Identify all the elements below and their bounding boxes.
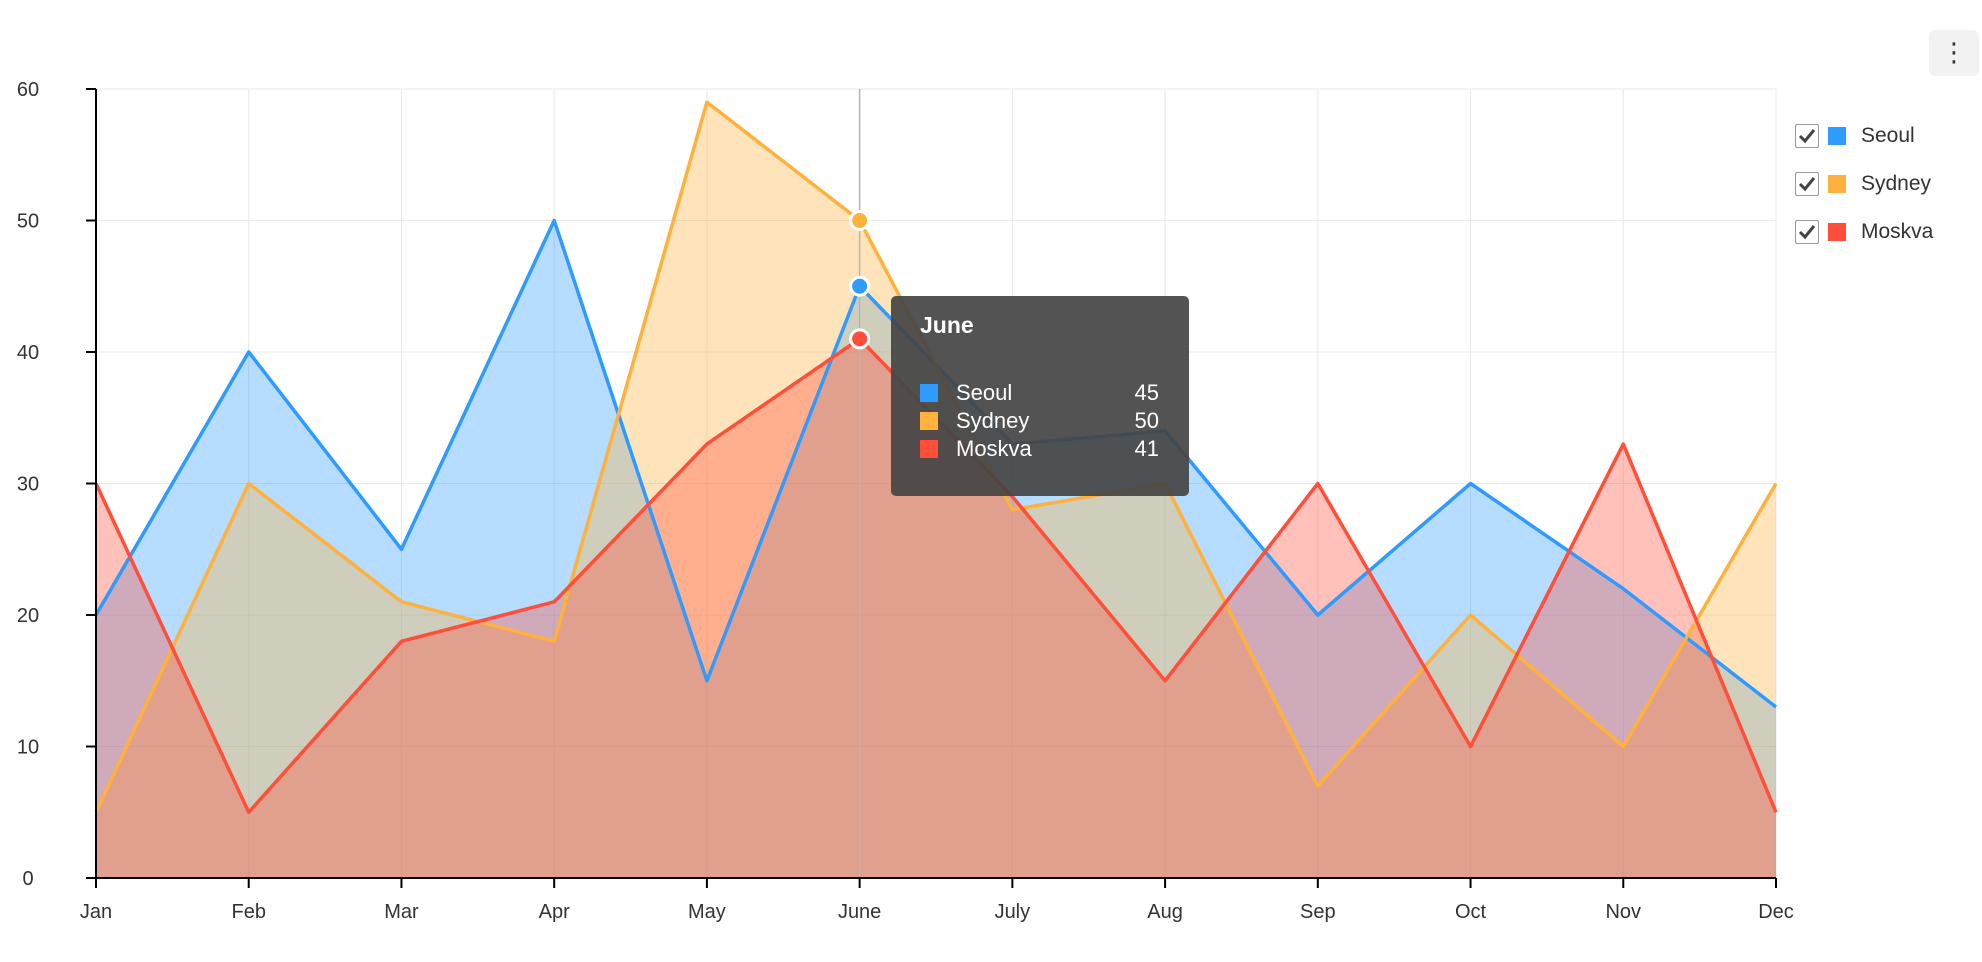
legend-item-moskva[interactable]: Moskva (1795, 208, 1933, 256)
tooltip-series-value: 41 (1134, 436, 1159, 461)
y-tick-label: 20 (17, 605, 39, 627)
data-point-moskva (849, 328, 871, 350)
x-axis-ticks: Jan Feb Mar Apr May June July Aug Sep Oct Nov Dec (80, 878, 1794, 923)
x-tick-label: Aug (1147, 901, 1183, 923)
x-tick-label: Feb (231, 901, 265, 923)
x-tick-label: Oct (1455, 901, 1487, 923)
legend: Seoul Sydney Moskva (1795, 112, 1933, 256)
tooltip: June Seoul 45 Sydney 50 Moskva 41 (891, 296, 1189, 496)
legend-label: Moskva (1861, 220, 1934, 243)
tooltip-swatch (920, 412, 938, 430)
x-tick-label: June (838, 901, 881, 923)
legend-swatch (1828, 223, 1846, 241)
legend-label: Sydney (1861, 172, 1932, 195)
legend-swatch (1828, 127, 1846, 145)
checkbox-checked-icon[interactable] (1795, 172, 1819, 196)
y-tick-label: 0 (22, 868, 33, 890)
legend-item-sydney[interactable]: Sydney (1795, 160, 1933, 208)
checkbox-checked-icon[interactable] (1795, 124, 1819, 148)
y-tick-label: 30 (17, 474, 39, 496)
y-axis-ticks: 0 10 20 30 40 50 60 (17, 79, 96, 890)
series-area-seoul (96, 220, 1776, 878)
x-tick-label: July (995, 901, 1031, 923)
x-tick-label: Dec (1758, 901, 1794, 923)
vertical-ellipsis-icon: ⋮ (1941, 38, 1967, 68)
legend-label: Seoul (1861, 124, 1915, 147)
data-point-seoul (849, 275, 871, 297)
legend-swatch (1828, 175, 1846, 193)
tooltip-row: Sydney 50 (920, 407, 1159, 435)
tooltip-series-name: Moskva (956, 436, 1032, 461)
x-tick-label: Mar (384, 901, 419, 923)
x-tick-label: Sep (1300, 901, 1336, 923)
x-tick-label: Apr (539, 901, 570, 923)
data-point-sydney (849, 210, 871, 231)
tooltip-row: Seoul 45 (920, 379, 1159, 407)
tooltip-swatch (920, 384, 938, 402)
tooltip-series-value: 50 (1134, 408, 1159, 433)
hover-points (849, 210, 871, 350)
tooltip-swatch (920, 440, 938, 458)
legend-item-seoul[interactable]: Seoul (1795, 112, 1933, 160)
tooltip-title: June (920, 312, 974, 338)
tooltip-series-value: 45 (1134, 380, 1159, 405)
y-tick-label: 50 (17, 211, 39, 233)
x-tick-label: May (688, 901, 726, 923)
tooltip-row: Moskva 41 (920, 435, 1159, 463)
y-tick-label: 60 (17, 79, 39, 101)
checkbox-checked-icon[interactable] (1795, 220, 1819, 244)
more-options-button[interactable]: ⋮ (1929, 30, 1979, 76)
x-tick-label: Jan (80, 901, 112, 923)
tooltip-series-name: Seoul (956, 380, 1013, 405)
y-tick-label: 40 (17, 342, 39, 364)
y-tick-label: 10 (17, 737, 39, 759)
x-tick-label: Nov (1605, 901, 1641, 923)
tooltip-series-name: Sydney (956, 408, 1030, 433)
